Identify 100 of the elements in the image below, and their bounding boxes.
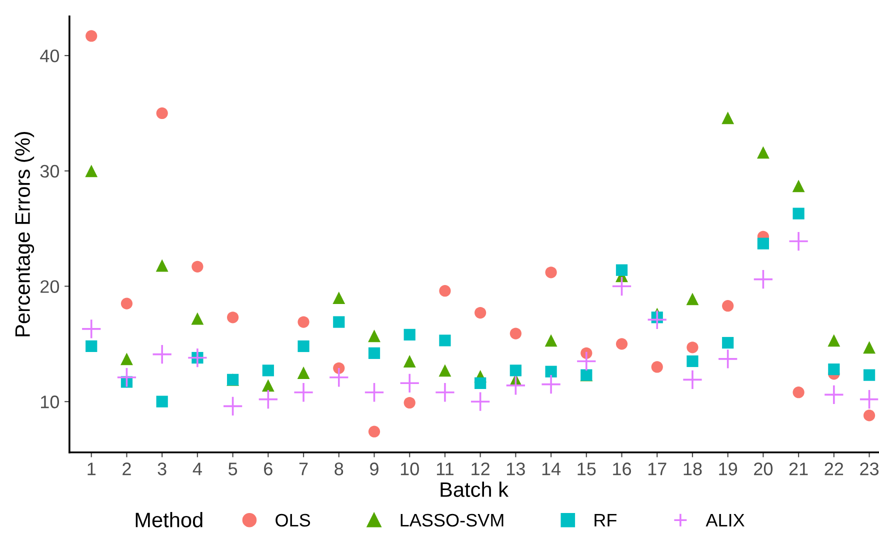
x-tick-label: 5 bbox=[228, 462, 238, 476]
point bbox=[262, 379, 274, 392]
point bbox=[332, 292, 346, 304]
legend-label: RF bbox=[594, 514, 617, 526]
point bbox=[262, 364, 274, 376]
y-tick-label: 10 bbox=[41, 396, 60, 408]
point bbox=[192, 260, 204, 272]
point bbox=[156, 396, 168, 408]
legend-label: LASSO-SVM bbox=[400, 514, 504, 527]
point bbox=[824, 384, 844, 405]
point bbox=[81, 318, 102, 340]
point bbox=[438, 364, 452, 377]
point bbox=[297, 366, 310, 379]
x-tick-label: 21 bbox=[789, 462, 808, 476]
point bbox=[474, 377, 486, 389]
point bbox=[156, 259, 168, 272]
point bbox=[85, 164, 98, 178]
point bbox=[298, 316, 310, 328]
point bbox=[792, 208, 804, 220]
point bbox=[439, 334, 451, 346]
point bbox=[752, 269, 774, 290]
point bbox=[686, 292, 699, 306]
point bbox=[120, 298, 133, 310]
x-tick-label: 4 bbox=[192, 462, 202, 476]
point bbox=[682, 369, 703, 390]
point bbox=[859, 389, 878, 410]
point bbox=[152, 344, 172, 365]
point bbox=[718, 348, 738, 370]
point bbox=[722, 300, 734, 312]
x-tick-label: 9 bbox=[370, 462, 378, 476]
point bbox=[792, 386, 804, 398]
point bbox=[545, 266, 557, 278]
point bbox=[722, 336, 734, 349]
point bbox=[545, 366, 557, 378]
point bbox=[510, 364, 522, 376]
x-tick-label: 10 bbox=[400, 462, 419, 476]
point bbox=[298, 340, 310, 352]
x-tick-label: 2 bbox=[122, 462, 131, 476]
legend-label: ALIX bbox=[706, 514, 744, 526]
point bbox=[368, 347, 380, 359]
point bbox=[222, 396, 244, 416]
point bbox=[226, 312, 239, 324]
point bbox=[576, 351, 597, 372]
point bbox=[863, 369, 876, 381]
point bbox=[439, 285, 451, 297]
point bbox=[863, 341, 876, 354]
point bbox=[722, 112, 734, 124]
point bbox=[686, 355, 698, 368]
x-tick-label: 19 bbox=[719, 462, 738, 476]
x-tick-label: 8 bbox=[334, 462, 344, 476]
point bbox=[616, 264, 628, 276]
point bbox=[540, 374, 562, 395]
point bbox=[328, 367, 350, 388]
y-tick-label: 20 bbox=[40, 280, 60, 293]
x-tick-label: 7 bbox=[299, 462, 308, 476]
legend-title: Method bbox=[136, 512, 202, 528]
x-tick-label: 17 bbox=[648, 462, 666, 476]
point bbox=[505, 375, 526, 396]
y-tick-label: 40 bbox=[40, 50, 60, 62]
x-tick-label: 12 bbox=[472, 462, 490, 476]
legend-label: OLS bbox=[276, 514, 310, 527]
point bbox=[333, 316, 345, 328]
point bbox=[757, 238, 770, 250]
point bbox=[191, 312, 204, 325]
point bbox=[368, 330, 380, 342]
point bbox=[434, 382, 456, 403]
x-tick-label: 22 bbox=[824, 462, 844, 476]
point bbox=[863, 410, 876, 422]
point bbox=[293, 382, 314, 403]
x-tick-label: 13 bbox=[507, 462, 525, 476]
point bbox=[403, 355, 416, 368]
y-axis-title: Percentage Errors (%) bbox=[14, 132, 34, 336]
point bbox=[86, 30, 98, 42]
point bbox=[120, 352, 133, 366]
point bbox=[187, 348, 208, 368]
point bbox=[788, 231, 809, 252]
point bbox=[828, 334, 840, 347]
x-tick-label: 18 bbox=[684, 462, 702, 476]
point bbox=[792, 180, 805, 192]
point bbox=[156, 107, 168, 120]
x-tick-label: 15 bbox=[578, 462, 596, 476]
point bbox=[364, 382, 384, 403]
x-tick-label: 1 bbox=[88, 462, 96, 476]
point bbox=[544, 334, 558, 347]
point bbox=[116, 367, 137, 388]
point bbox=[616, 338, 628, 350]
point bbox=[651, 361, 663, 373]
x-tick-label: 14 bbox=[542, 462, 561, 476]
point bbox=[368, 426, 380, 438]
point bbox=[404, 328, 416, 341]
x-tick-label: 23 bbox=[860, 462, 879, 476]
point bbox=[399, 372, 420, 394]
point bbox=[258, 389, 278, 410]
point bbox=[86, 340, 98, 352]
x-tick-label: 16 bbox=[613, 462, 632, 476]
x-tick-label: 20 bbox=[754, 462, 773, 476]
x-tick-label: 3 bbox=[158, 462, 166, 476]
point bbox=[404, 396, 416, 409]
point bbox=[646, 309, 668, 330]
x-axis-title: Batch k bbox=[440, 482, 509, 497]
